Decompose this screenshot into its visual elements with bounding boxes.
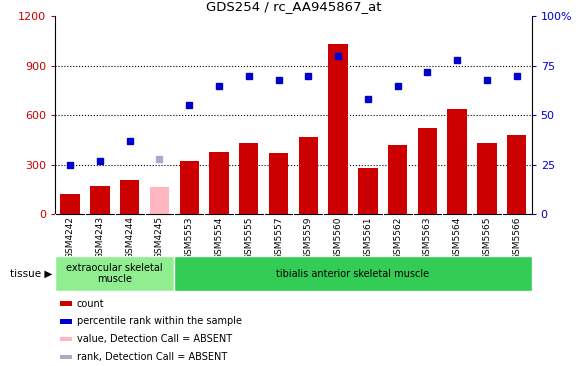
Bar <box>507 135 526 214</box>
Bar <box>447 109 467 214</box>
Text: GSM5559: GSM5559 <box>304 216 313 260</box>
Text: extraocular skeletal
muscle: extraocular skeletal muscle <box>66 263 163 284</box>
Text: tibialis anterior skeletal muscle: tibialis anterior skeletal muscle <box>277 269 429 279</box>
Text: rank, Detection Call = ABSENT: rank, Detection Call = ABSENT <box>77 352 227 362</box>
Text: GSM5561: GSM5561 <box>363 216 372 260</box>
Text: GSM5553: GSM5553 <box>185 216 193 260</box>
Bar <box>90 186 110 214</box>
Bar <box>388 145 407 214</box>
Bar <box>269 153 288 214</box>
Bar <box>299 137 318 214</box>
Text: GSM5566: GSM5566 <box>512 216 521 260</box>
Text: value, Detection Call = ABSENT: value, Detection Call = ABSENT <box>77 334 232 344</box>
Bar <box>328 44 348 214</box>
Bar <box>60 355 72 359</box>
Bar <box>60 194 80 214</box>
Text: count: count <box>77 299 104 309</box>
Text: tissue ▶: tissue ▶ <box>10 269 52 279</box>
Text: GSM4242: GSM4242 <box>66 216 74 259</box>
Bar <box>174 256 532 291</box>
Text: GSM5564: GSM5564 <box>453 216 462 259</box>
Text: GSM5557: GSM5557 <box>274 216 283 260</box>
Bar <box>60 337 72 341</box>
Text: GSM4243: GSM4243 <box>95 216 105 259</box>
Bar <box>239 143 259 214</box>
Bar <box>358 168 378 214</box>
Text: GSM4245: GSM4245 <box>155 216 164 259</box>
Text: GSM5554: GSM5554 <box>214 216 224 259</box>
Text: GDS254 / rc_AA945867_at: GDS254 / rc_AA945867_at <box>206 0 381 13</box>
Text: GSM5560: GSM5560 <box>333 216 343 260</box>
Bar <box>209 152 229 214</box>
Text: percentile rank within the sample: percentile rank within the sample <box>77 316 242 326</box>
Bar <box>150 187 169 214</box>
Bar <box>60 319 72 324</box>
Text: GSM4244: GSM4244 <box>125 216 134 259</box>
Bar <box>60 302 72 306</box>
Text: GSM5562: GSM5562 <box>393 216 402 259</box>
Bar <box>418 128 437 214</box>
Bar <box>180 161 199 214</box>
Text: GSM5563: GSM5563 <box>423 216 432 260</box>
Bar <box>120 179 139 214</box>
Text: GSM5555: GSM5555 <box>244 216 253 260</box>
Bar <box>55 256 174 291</box>
Text: GSM5565: GSM5565 <box>482 216 492 260</box>
Bar <box>477 143 497 214</box>
